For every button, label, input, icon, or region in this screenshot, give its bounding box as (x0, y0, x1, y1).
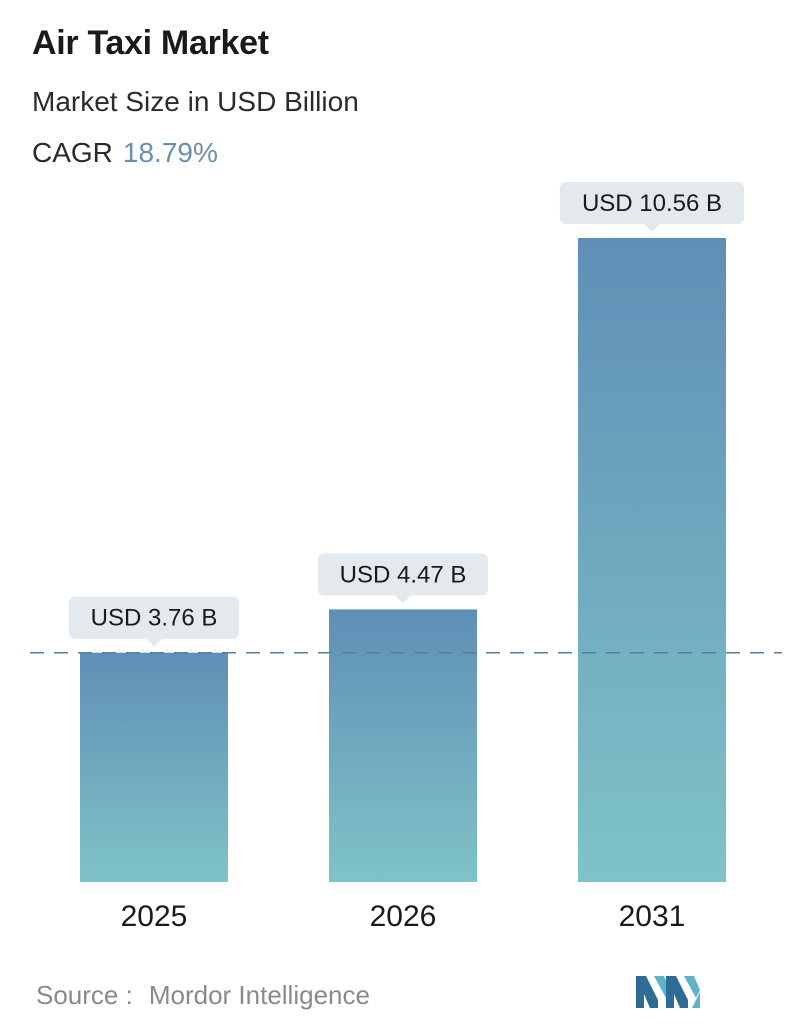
chart-subtitle: Market Size in USD Billion (32, 86, 359, 117)
mordor-intelligence-logo-icon (636, 976, 700, 1008)
bar-2025 (80, 652, 228, 882)
x-tick-label-2025: 2025 (121, 900, 188, 933)
x-tick-label-2031: 2031 (619, 900, 686, 933)
cagr-value: 18.79% (122, 137, 218, 168)
chart-title: Air Taxi Market (32, 24, 269, 62)
x-tick-label-2026: 2026 (370, 900, 437, 933)
svg-text:USD 3.76 B: USD 3.76 B (91, 605, 218, 632)
svg-text:USD 10.56 B: USD 10.56 B (582, 190, 722, 217)
bar-2031 (578, 238, 726, 882)
data-label-2025: USD 3.76 B (69, 596, 239, 647)
source-label: Source : (36, 980, 133, 1010)
data-label-2026: USD 4.47 B (318, 553, 488, 604)
data-label-2031: USD 10.56 B (559, 182, 745, 232)
svg-text:USD 4.47 B: USD 4.47 B (340, 561, 467, 588)
bar-chart: USD 3.76 B 2025 USD 4.47 B 2026 USD 10.56 B 2… (30, 182, 782, 933)
source-value: Mordor Intelligence (148, 980, 370, 1010)
bar-2026 (329, 609, 477, 882)
source-line: Source : Mordor Intelligence (36, 980, 370, 1011)
cagr-line: CAGR 18.79% (32, 137, 218, 169)
cagr-label: CAGR (32, 137, 113, 168)
